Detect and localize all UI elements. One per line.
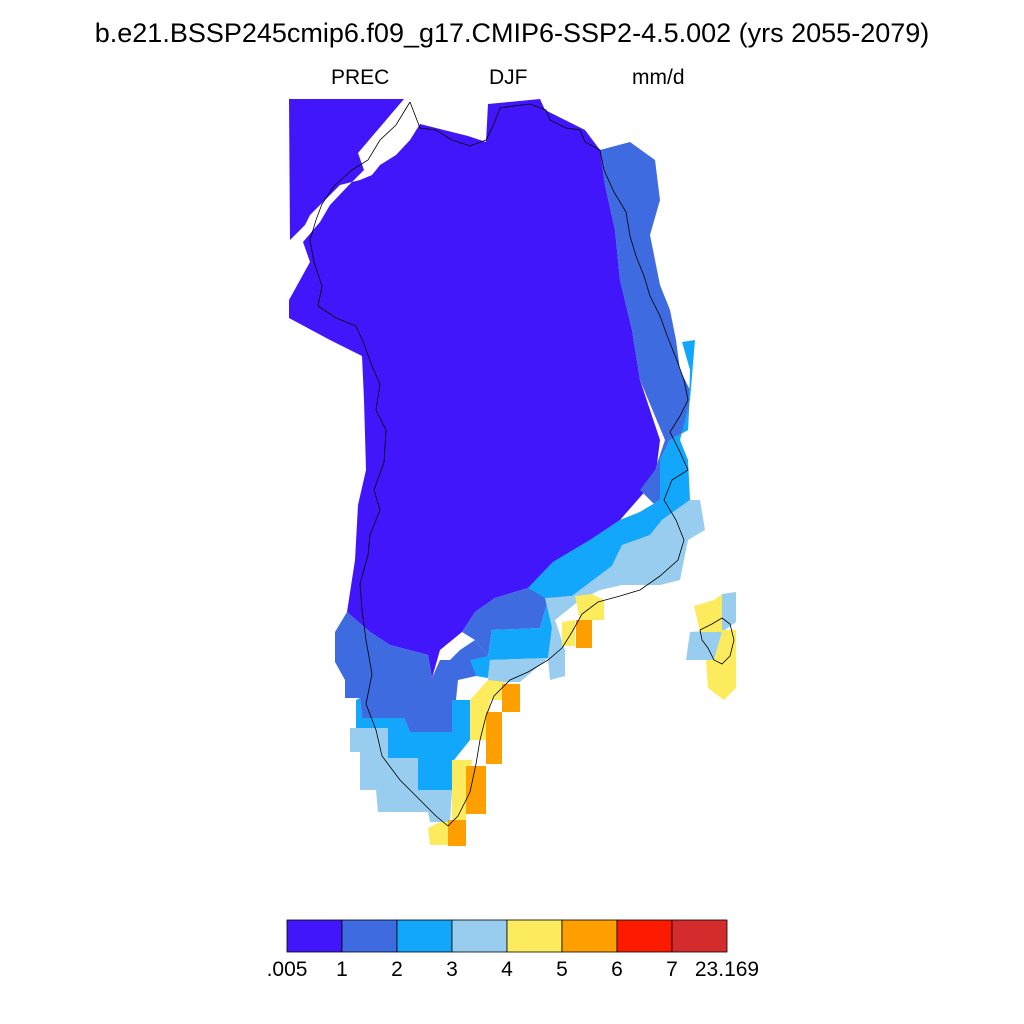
colorbar-bin [561, 919, 618, 953]
colorbar-tick-label: 7 [666, 958, 678, 981]
units-label: mm/d [632, 66, 685, 89]
coastline [309, 101, 735, 827]
figure-title: b.e21.BSSP245cmip6.f09_g17.CMIP6-SSP2-4.… [94, 18, 930, 48]
colorbar-tick-label: 23.169 [694, 958, 760, 981]
precip-region-2-3 [356, 698, 470, 790]
colorbar-bin [451, 919, 508, 953]
colorbar-bin [616, 919, 673, 953]
colorbar-tick-label: .005 [266, 958, 308, 981]
precip-region-3-4 [350, 728, 452, 822]
colorbar-tick-label: 6 [611, 958, 623, 981]
precip-region-3-4 [686, 592, 736, 660]
colorbar-tick-label: 4 [501, 958, 513, 981]
precip-region-2-3 [470, 600, 552, 678]
colorbar-bin [671, 919, 728, 953]
colorbar-bin [396, 919, 453, 953]
precip-region-3-4 [470, 500, 705, 740]
precip-region-lowest [289, 99, 660, 678]
colorbar-bin [506, 919, 563, 953]
colorbar-bin [286, 919, 343, 953]
season-label: DJF [489, 66, 528, 89]
colorbar-tick-label: 3 [446, 958, 458, 981]
greenland-coastline [309, 101, 689, 827]
colorbar-tick-label: 2 [391, 958, 403, 981]
precip-region-2-3 [528, 340, 695, 598]
colorbar-tick-label: 1 [336, 958, 348, 981]
precip-region-1-2 [335, 612, 488, 732]
precip-region-5-6 [448, 620, 592, 846]
precip-region-4-5 [428, 594, 736, 845]
island-coastline [699, 617, 735, 665]
precip-field [289, 99, 736, 846]
colorbar-bin [341, 919, 398, 953]
variable-label: PREC [331, 66, 390, 89]
colorbar-tick-label: 5 [556, 958, 568, 981]
colorbar [286, 919, 728, 953]
